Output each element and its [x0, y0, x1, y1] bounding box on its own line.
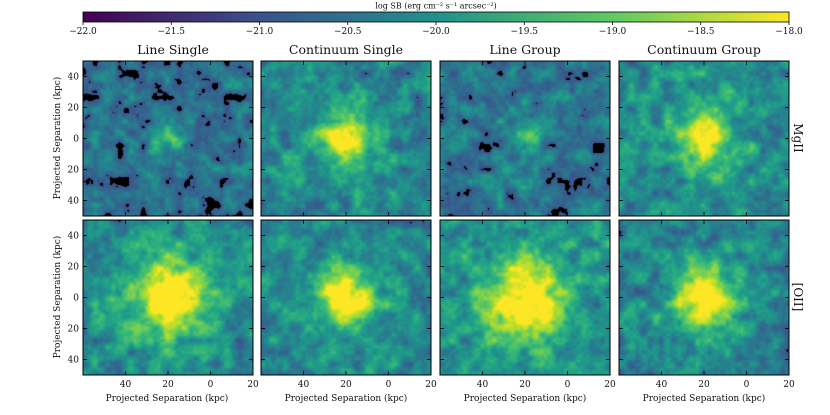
- heatmap-image: [261, 220, 431, 375]
- x-tick-label: 40: [120, 380, 132, 390]
- column-title-continuum-group: Continuum Group: [647, 42, 761, 57]
- colorbar: log SB (erg cm⁻² s⁻¹ arcsec⁻²) −22.0 −21.…: [69, 2, 803, 38]
- heatmap-image: [83, 220, 253, 375]
- panel-1-3: [439, 60, 611, 217]
- heatmap-image: [619, 220, 789, 375]
- x-axis-label-4: Projected Separation (kpc): [643, 393, 766, 404]
- x-tick-label: 0: [744, 380, 750, 390]
- colorbar-tick-label: −18.5: [687, 27, 715, 37]
- y-tick-label: 0: [73, 135, 79, 145]
- colorbar-tick-label: −21.0: [246, 27, 274, 37]
- column-titles: Line Single Continuum Single Line Group …: [137, 42, 761, 57]
- y-axis-labels: Projected Separation (kpc) Projected Sep…: [52, 77, 63, 359]
- x-tick-label: 20: [783, 380, 795, 390]
- heatmap-image: [440, 61, 610, 216]
- row-labels: MgII [OII]: [791, 123, 805, 311]
- colorbar-tick-label: −19.0: [599, 27, 627, 37]
- x-tick-label: 20: [698, 380, 710, 390]
- panel-2-1: 40 20 0 20 40 40 20 0 20: [68, 219, 259, 390]
- x-axis-label-2: Projected Separation (kpc): [285, 393, 408, 404]
- heatmap-image: [83, 61, 253, 216]
- colorbar-tick-label: −20.5: [334, 27, 362, 37]
- y-tick-label: 20: [68, 166, 80, 176]
- x-axis-label-1: Projected Separation (kpc): [106, 393, 229, 404]
- y-tick-label: 20: [68, 104, 80, 114]
- x-axis-labels: Projected Separation (kpc) Projected Sep…: [106, 393, 766, 404]
- x-tick-label: 20: [604, 380, 616, 390]
- x-tick-label: 20: [425, 380, 437, 390]
- x-tick-label: 0: [208, 380, 214, 390]
- x-tick-label: 20: [247, 380, 259, 390]
- y-tick-label: 0: [73, 294, 79, 304]
- column-title-line-group: Line Group: [489, 42, 560, 57]
- colorbar-tick-label: −21.5: [157, 27, 185, 37]
- heatmap-image: [619, 61, 789, 216]
- row-label-mgii: MgII: [791, 123, 805, 153]
- colorbar-tick-label: −20.0: [422, 27, 450, 37]
- y-tick-label: 40: [68, 356, 80, 366]
- panel-2-4: 40 20 0 20: [618, 219, 795, 390]
- heatmap-image: [261, 61, 431, 216]
- panel-2-3: 40 20 0 20: [439, 219, 616, 390]
- colorbar-gradient: [82, 11, 790, 23]
- x-tick-label: 0: [386, 380, 392, 390]
- x-tick-label: 40: [477, 380, 489, 390]
- panel-2-2: 40 20 0 20: [260, 219, 437, 390]
- y-tick-label: 40: [68, 232, 80, 242]
- column-title-line-single: Line Single: [137, 42, 209, 57]
- y-tick-label: 20: [68, 325, 80, 335]
- colorbar-ticks: −22.0 −21.5 −21.0 −20.5 −20.0 −19.5 −19.0 −18.5…: [69, 22, 803, 37]
- x-tick-label: 20: [340, 380, 352, 390]
- y-tick-label: 40: [68, 197, 80, 207]
- column-title-continuum-single: Continuum Single: [289, 42, 403, 57]
- panel-1-1: 40 20 0 20 40: [68, 60, 254, 217]
- x-tick-label: 20: [519, 380, 531, 390]
- colorbar-tick-label: −22.0: [69, 27, 97, 37]
- x-tick-label: 40: [656, 380, 668, 390]
- x-tick-label: 40: [298, 380, 310, 390]
- y-tick-label: 40: [68, 73, 80, 83]
- colorbar-tick-label: −18.0: [775, 27, 803, 37]
- x-tick-label: 20: [162, 380, 174, 390]
- colorbar-label: log SB (erg cm⁻² s⁻¹ arcsec⁻²): [375, 2, 496, 11]
- panel-1-2: [260, 60, 432, 217]
- y-tick-label: 20: [68, 263, 80, 273]
- y-axis-label-top: Projected Separation (kpc): [52, 77, 63, 200]
- panel-1-4: [618, 60, 790, 217]
- y-axis-label-bottom: Projected Separation (kpc): [52, 236, 63, 359]
- x-tick-label: 0: [565, 380, 571, 390]
- heatmap-image: [440, 220, 610, 375]
- colorbar-tick-label: −19.5: [510, 27, 538, 37]
- x-axis-label-3: Projected Separation (kpc): [464, 393, 587, 404]
- row-label-oii: [OII]: [791, 283, 805, 312]
